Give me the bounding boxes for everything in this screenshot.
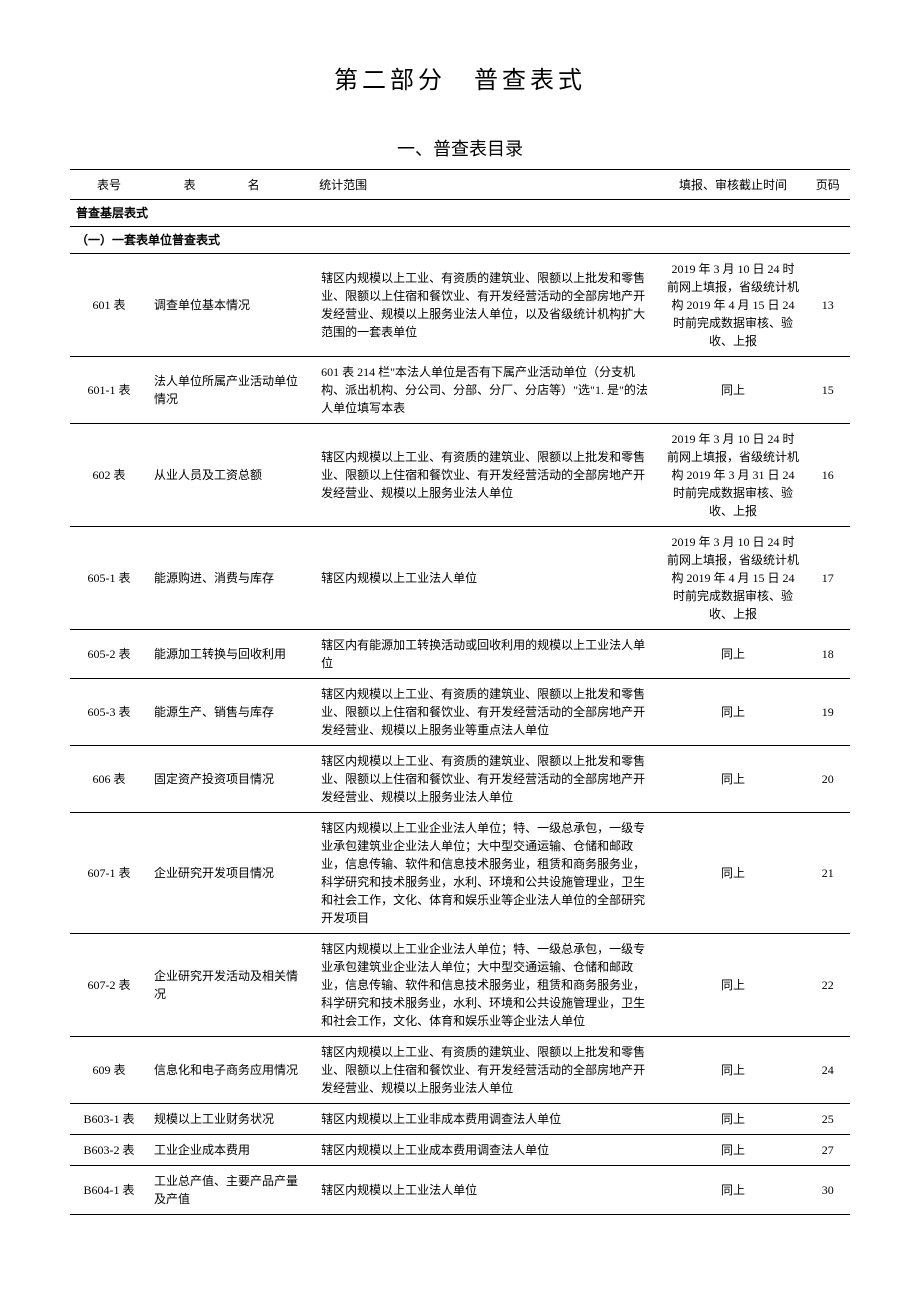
cell-page: 22 bbox=[805, 934, 850, 1037]
cell-deadline: 同上 bbox=[661, 746, 806, 813]
cell-scope: 辖区内规模以上工业、有资质的建筑业、限额以上批发和零售业、限额以上住宿和餐饮业、… bbox=[315, 1037, 660, 1104]
cell-scope: 辖区内规模以上工业、有资质的建筑业、限额以上批发和零售业、限额以上住宿和餐饮业、… bbox=[315, 679, 660, 746]
cell-scope: 辖区内规模以上工业企业法人单位；特、一级总承包，一级专业承包建筑业企业法人单位；… bbox=[315, 934, 660, 1037]
cell-deadline: 同上 bbox=[661, 357, 806, 424]
cell-deadline: 同上 bbox=[661, 630, 806, 679]
cell-scope: 辖区内规模以上工业、有资质的建筑业、限额以上批发和零售业、限额以上住宿和餐饮业、… bbox=[315, 424, 660, 527]
cell-deadline: 同上 bbox=[661, 1104, 806, 1135]
main-title: 第二部分 普查表式 bbox=[70, 60, 850, 95]
cell-page: 16 bbox=[805, 424, 850, 527]
cell-page: 20 bbox=[805, 746, 850, 813]
table-row: B603-1 表 规模以上工业财务状况 辖区内规模以上工业非成本费用调查法人单位… bbox=[70, 1104, 850, 1135]
cell-id: 601 表 bbox=[70, 254, 148, 357]
header-name: 表 名 bbox=[148, 170, 315, 200]
cell-name: 工业企业成本费用 bbox=[148, 1135, 315, 1166]
cell-page: 24 bbox=[805, 1037, 850, 1104]
cell-name: 固定资产投资项目情况 bbox=[148, 746, 315, 813]
cell-deadline: 2019 年 3 月 10 日 24 时前网上填报，省级统计机构 2019 年 … bbox=[661, 527, 806, 630]
table-row: 607-2 表 企业研究开发活动及相关情况 辖区内规模以上工业企业法人单位；特、… bbox=[70, 934, 850, 1037]
cell-name: 工业总产值、主要产品产量及产值 bbox=[148, 1166, 315, 1215]
cell-scope: 辖区内有能源加工转换活动或回收利用的规模以上工业法人单位 bbox=[315, 630, 660, 679]
cell-id: B603-1 表 bbox=[70, 1104, 148, 1135]
cell-id: 605-1 表 bbox=[70, 527, 148, 630]
table-row: 606 表 固定资产投资项目情况 辖区内规模以上工业、有资质的建筑业、限额以上批… bbox=[70, 746, 850, 813]
catalog-table: 表号 表 名 统计范围 填报、审核截止时间 页码 普查基层表式 （一）一套表单位… bbox=[70, 169, 850, 1215]
cell-deadline: 同上 bbox=[661, 1037, 806, 1104]
table-row: 605-2 表 能源加工转换与回收利用 辖区内有能源加工转换活动或回收利用的规模… bbox=[70, 630, 850, 679]
header-id: 表号 bbox=[70, 170, 148, 200]
cell-page: 25 bbox=[805, 1104, 850, 1135]
cell-page: 15 bbox=[805, 357, 850, 424]
cell-name: 企业研究开发项目情况 bbox=[148, 813, 315, 934]
cell-page: 21 bbox=[805, 813, 850, 934]
section-row: 普查基层表式 bbox=[70, 200, 850, 227]
cell-name: 能源生产、销售与库存 bbox=[148, 679, 315, 746]
cell-name: 法人单位所属产业活动单位情况 bbox=[148, 357, 315, 424]
cell-deadline: 2019 年 3 月 10 日 24 时前网上填报，省级统计机构 2019 年 … bbox=[661, 424, 806, 527]
table-row: 609 表 信息化和电子商务应用情况 辖区内规模以上工业、有资质的建筑业、限额以… bbox=[70, 1037, 850, 1104]
cell-name: 规模以上工业财务状况 bbox=[148, 1104, 315, 1135]
cell-page: 13 bbox=[805, 254, 850, 357]
table-row: 601-1 表 法人单位所属产业活动单位情况 601 表 214 栏"本法人单位… bbox=[70, 357, 850, 424]
cell-id: 602 表 bbox=[70, 424, 148, 527]
cell-deadline: 同上 bbox=[661, 934, 806, 1037]
cell-page: 27 bbox=[805, 1135, 850, 1166]
table-row: 602 表 从业人员及工资总额 辖区内规模以上工业、有资质的建筑业、限额以上批发… bbox=[70, 424, 850, 527]
cell-id: 601-1 表 bbox=[70, 357, 148, 424]
cell-id: 607-2 表 bbox=[70, 934, 148, 1037]
cell-scope: 辖区内规模以上工业非成本费用调查法人单位 bbox=[315, 1104, 660, 1135]
header-deadline: 填报、审核截止时间 bbox=[661, 170, 806, 200]
cell-scope: 辖区内规模以上工业法人单位 bbox=[315, 1166, 660, 1215]
cell-deadline: 同上 bbox=[661, 679, 806, 746]
table-row: B603-2 表 工业企业成本费用 辖区内规模以上工业成本费用调查法人单位 同上… bbox=[70, 1135, 850, 1166]
cell-deadline: 同上 bbox=[661, 1135, 806, 1166]
cell-page: 18 bbox=[805, 630, 850, 679]
section-label: （一）一套表单位普查表式 bbox=[70, 227, 850, 254]
cell-name: 从业人员及工资总额 bbox=[148, 424, 315, 527]
cell-id: 605-3 表 bbox=[70, 679, 148, 746]
sub-title: 一、普查表目录 bbox=[70, 135, 850, 161]
cell-id: 606 表 bbox=[70, 746, 148, 813]
cell-id: 607-1 表 bbox=[70, 813, 148, 934]
header-scope: 统计范围 bbox=[315, 170, 660, 200]
cell-id: B603-2 表 bbox=[70, 1135, 148, 1166]
table-row: 605-3 表 能源生产、销售与库存 辖区内规模以上工业、有资质的建筑业、限额以… bbox=[70, 679, 850, 746]
cell-page: 17 bbox=[805, 527, 850, 630]
header-row: 表号 表 名 统计范围 填报、审核截止时间 页码 bbox=[70, 170, 850, 200]
cell-scope: 601 表 214 栏"本法人单位是否有下属产业活动单位（分支机构、派出机构、分… bbox=[315, 357, 660, 424]
cell-name: 能源购进、消费与库存 bbox=[148, 527, 315, 630]
cell-deadline: 同上 bbox=[661, 1166, 806, 1215]
cell-name: 企业研究开发活动及相关情况 bbox=[148, 934, 315, 1037]
section-row: （一）一套表单位普查表式 bbox=[70, 227, 850, 254]
header-page: 页码 bbox=[805, 170, 850, 200]
cell-scope: 辖区内规模以上工业成本费用调查法人单位 bbox=[315, 1135, 660, 1166]
cell-name: 能源加工转换与回收利用 bbox=[148, 630, 315, 679]
table-row: 601 表 调查单位基本情况 辖区内规模以上工业、有资质的建筑业、限额以上批发和… bbox=[70, 254, 850, 357]
cell-page: 30 bbox=[805, 1166, 850, 1215]
cell-deadline: 2019 年 3 月 10 日 24 时前网上填报，省级统计机构 2019 年 … bbox=[661, 254, 806, 357]
table-row: 605-1 表 能源购进、消费与库存 辖区内规模以上工业法人单位 2019 年 … bbox=[70, 527, 850, 630]
cell-scope: 辖区内规模以上工业、有资质的建筑业、限额以上批发和零售业、限额以上住宿和餐饮业、… bbox=[315, 254, 660, 357]
section-label: 普查基层表式 bbox=[70, 200, 850, 227]
cell-name: 调查单位基本情况 bbox=[148, 254, 315, 357]
cell-id: 605-2 表 bbox=[70, 630, 148, 679]
cell-scope: 辖区内规模以上工业、有资质的建筑业、限额以上批发和零售业、限额以上住宿和餐饮业、… bbox=[315, 746, 660, 813]
cell-scope: 辖区内规模以上工业企业法人单位；特、一级总承包，一级专业承包建筑业企业法人单位；… bbox=[315, 813, 660, 934]
cell-deadline: 同上 bbox=[661, 813, 806, 934]
cell-scope: 辖区内规模以上工业法人单位 bbox=[315, 527, 660, 630]
cell-id: 609 表 bbox=[70, 1037, 148, 1104]
cell-id: B604-1 表 bbox=[70, 1166, 148, 1215]
cell-name: 信息化和电子商务应用情况 bbox=[148, 1037, 315, 1104]
table-row: 607-1 表 企业研究开发项目情况 辖区内规模以上工业企业法人单位；特、一级总… bbox=[70, 813, 850, 934]
cell-page: 19 bbox=[805, 679, 850, 746]
table-row: B604-1 表 工业总产值、主要产品产量及产值 辖区内规模以上工业法人单位 同… bbox=[70, 1166, 850, 1215]
